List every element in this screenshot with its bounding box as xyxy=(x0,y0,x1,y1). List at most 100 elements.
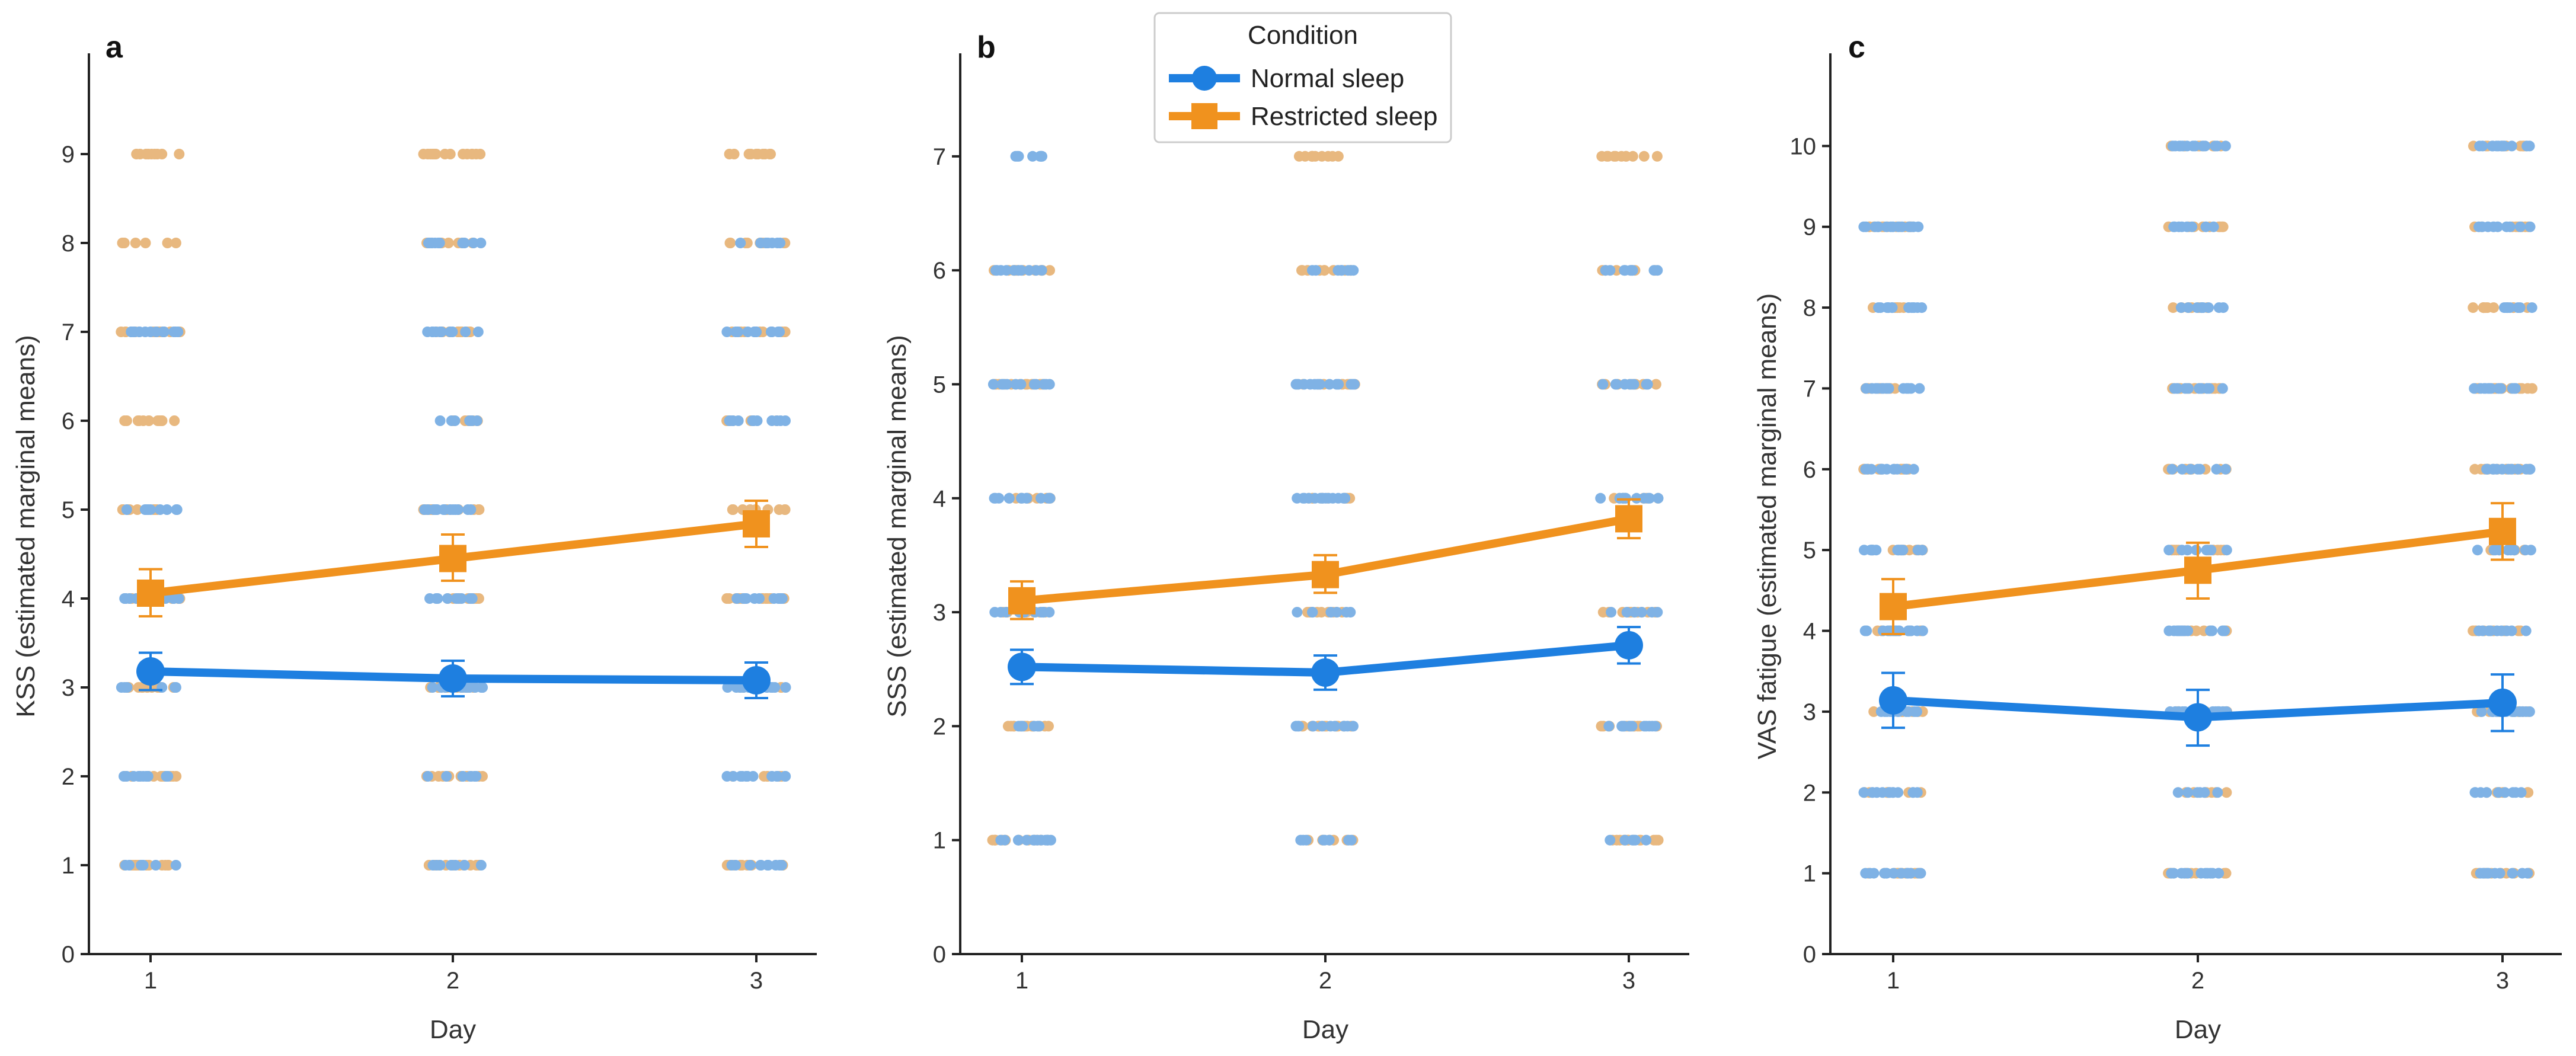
raw-observation-point xyxy=(2488,302,2499,313)
legend-label-normal: Normal sleep xyxy=(1251,64,1404,93)
raw-observation-point xyxy=(1872,221,1883,232)
raw-observation-point xyxy=(2221,787,2232,798)
y-tick-label: 6 xyxy=(62,408,75,434)
y-tick-label: 7 xyxy=(1803,376,1816,402)
raw-observation-point xyxy=(2473,625,2484,636)
legend-title: Condition xyxy=(1248,21,1358,50)
raw-observation-point xyxy=(2503,545,2513,556)
raw-observation-point xyxy=(430,504,442,515)
raw-observation-point xyxy=(1035,492,1046,504)
raw-observation-point xyxy=(1029,834,1040,846)
raw-observation-point xyxy=(2481,787,2492,798)
raw-observation-point xyxy=(1908,221,1919,232)
raw-observation-point xyxy=(2197,140,2209,152)
y-tick-label: 3 xyxy=(1803,699,1816,725)
normal-sleep-marker xyxy=(742,666,771,695)
raw-observation-point xyxy=(131,149,142,159)
raw-observation-point xyxy=(722,682,733,693)
raw-observation-point xyxy=(2482,221,2494,232)
raw-observation-point xyxy=(1595,492,1606,504)
raw-observation-point xyxy=(119,238,130,248)
raw-observation-point xyxy=(1626,721,1638,732)
raw-observation-point xyxy=(2515,221,2526,232)
raw-observation-point xyxy=(724,593,735,604)
raw-observation-point xyxy=(1345,265,1357,276)
raw-observation-point xyxy=(735,238,746,248)
raw-observation-point xyxy=(1650,379,1661,390)
raw-observation-point xyxy=(2168,221,2179,232)
raw-observation-point xyxy=(465,771,476,782)
raw-observation-point xyxy=(162,771,174,782)
raw-observation-point xyxy=(462,149,473,159)
raw-observation-point xyxy=(721,327,733,337)
y-tick-label: 8 xyxy=(1803,295,1816,321)
y-tick-label: 0 xyxy=(1803,942,1816,968)
raw-observation-point xyxy=(1606,607,1617,618)
legend-label-restricted: Restricted sleep xyxy=(1251,102,1437,131)
restricted-sleep-marker xyxy=(743,510,770,537)
raw-observation-point xyxy=(1329,721,1340,732)
restricted-sleep-marker xyxy=(1615,505,1642,533)
raw-observation-point xyxy=(1625,265,1636,276)
raw-observation-point xyxy=(1307,607,1318,618)
raw-observation-point xyxy=(168,327,180,337)
normal-sleep-marker xyxy=(1615,631,1643,660)
x-tick-label: 3 xyxy=(2496,968,2509,994)
raw-observation-point xyxy=(2166,463,2178,475)
raw-observation-point xyxy=(749,327,760,337)
raw-observation-point xyxy=(2507,868,2518,879)
raw-observation-point xyxy=(143,415,155,426)
raw-observation-point xyxy=(989,492,1000,504)
raw-observation-point xyxy=(765,149,776,159)
raw-observation-point xyxy=(140,771,152,782)
raw-observation-point xyxy=(762,860,774,871)
raw-observation-point xyxy=(724,149,735,159)
raw-observation-point xyxy=(1036,265,1047,276)
raw-observation-point xyxy=(2187,140,2198,152)
raw-observation-point xyxy=(731,593,743,604)
raw-observation-point xyxy=(1293,721,1305,732)
raw-observation-point xyxy=(2182,787,2194,798)
raw-observation-point xyxy=(1877,463,1888,475)
raw-observation-point xyxy=(1332,151,1344,162)
raw-observation-point xyxy=(2179,868,2190,879)
raw-observation-point xyxy=(1027,151,1038,162)
y-tick-label: 6 xyxy=(933,258,946,284)
raw-observation-point xyxy=(469,682,481,693)
raw-observation-point xyxy=(1860,463,1871,475)
raw-observation-point xyxy=(434,238,445,248)
x-tick-label: 1 xyxy=(144,968,157,994)
raw-observation-point xyxy=(2191,545,2202,556)
raw-observation-point xyxy=(1021,492,1033,504)
panel-label: a xyxy=(106,30,123,65)
raw-observation-point xyxy=(136,860,147,871)
raw-observation-point xyxy=(2489,868,2501,879)
raw-observation-point xyxy=(1908,463,1919,475)
raw-observation-point xyxy=(2477,140,2488,152)
raw-observation-point xyxy=(747,415,758,426)
raw-observation-point xyxy=(1652,607,1663,618)
raw-observation-point xyxy=(2496,140,2507,152)
raw-observation-point xyxy=(457,771,468,782)
raw-observation-point xyxy=(434,415,446,426)
raw-observation-point xyxy=(438,504,449,515)
raw-observation-point xyxy=(2172,383,2183,394)
raw-observation-point xyxy=(2182,383,2194,394)
raw-observation-point xyxy=(169,415,180,426)
x-tick-label: 2 xyxy=(446,968,459,994)
raw-observation-point xyxy=(2168,302,2179,313)
raw-observation-point xyxy=(1610,151,1621,162)
raw-observation-point xyxy=(120,593,132,604)
raw-observation-point xyxy=(2480,383,2491,394)
raw-observation-point xyxy=(1340,492,1351,504)
raw-observation-point xyxy=(1867,545,1878,556)
panel-b: 0 1 2 3 4 5 6 7 1 2 3 b Day SSS (estimated margina… xyxy=(883,30,1689,1044)
raw-observation-point xyxy=(728,771,739,782)
raw-observation-point xyxy=(1912,545,1923,556)
raw-observation-point xyxy=(2202,868,2213,879)
restricted-sleep-marker xyxy=(439,545,466,572)
raw-observation-point xyxy=(445,327,456,337)
raw-observation-point xyxy=(1865,868,1875,879)
y-tick-label: 2 xyxy=(62,764,75,790)
raw-observation-point xyxy=(2509,383,2520,394)
